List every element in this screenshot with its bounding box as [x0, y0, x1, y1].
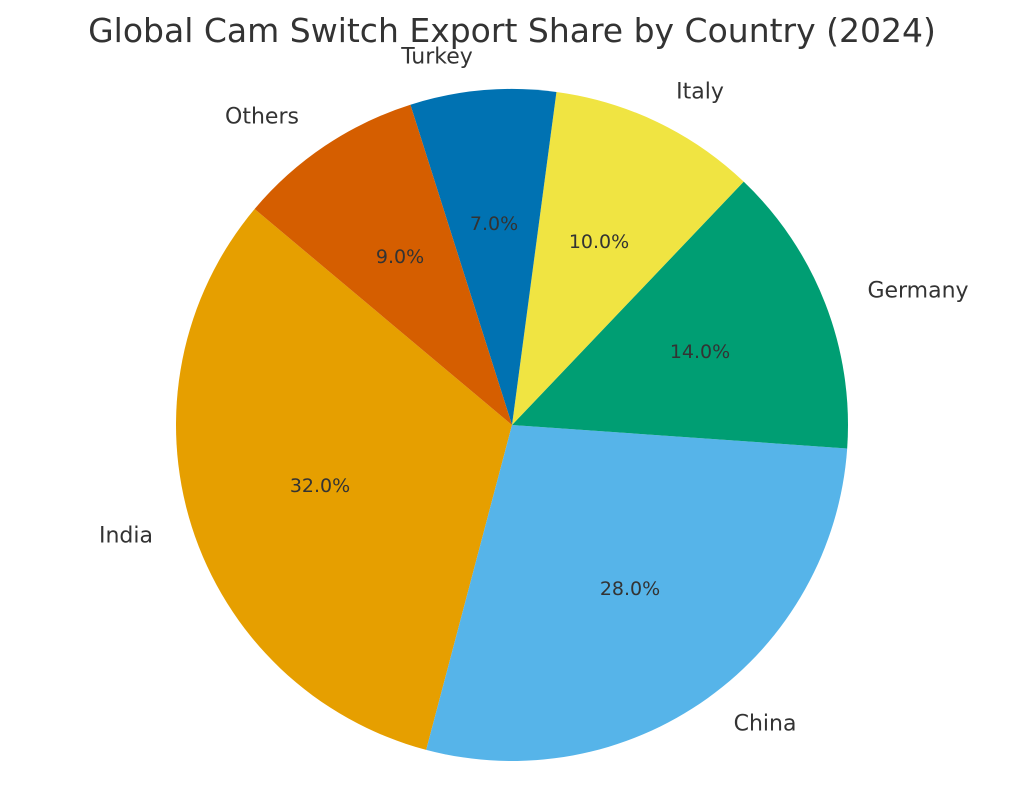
percent-label-others: 9.0% [376, 246, 424, 268]
percent-label-italy: 10.0% [569, 231, 629, 253]
pie-slices [176, 88, 848, 761]
slice-label-turkey: Turkey [400, 45, 473, 70]
pie-slice-italy [512, 91, 744, 425]
slice-labels: India 32.0% China 28.0% Germany 14.0% Italy 10.… [99, 45, 969, 737]
pie-slice-others [254, 104, 513, 425]
percent-label-turkey: 7.0% [470, 213, 518, 235]
slice-label-italy: Italy [676, 80, 724, 105]
pie-slice-india [176, 209, 512, 750]
slice-label-others: Others [225, 105, 299, 130]
percent-label-china: 28.0% [600, 578, 660, 600]
slice-label-germany: Germany [867, 279, 968, 304]
slice-label-china: China [734, 712, 797, 737]
pie-slice-germany [512, 181, 848, 449]
percent-label-germany: 14.0% [670, 341, 730, 363]
pie-slice-turkey [410, 88, 557, 426]
slice-label-india: India [99, 524, 153, 549]
percent-label-india: 32.0% [290, 475, 350, 497]
pie-slice-china [426, 425, 848, 761]
chart-title: Global Cam Switch Export Share by Countr… [88, 11, 936, 50]
